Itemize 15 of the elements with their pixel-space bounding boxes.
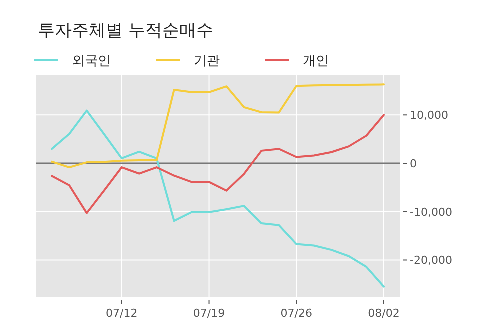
x-tick-label: 07/12 bbox=[106, 307, 138, 320]
legend-label: 외국인 bbox=[72, 54, 111, 69]
line-series bbox=[51, 110, 385, 288]
legend-label: 기관 bbox=[194, 54, 220, 69]
y-tick-label: 0 bbox=[410, 158, 417, 171]
x-tick-label: 07/26 bbox=[280, 307, 312, 320]
x-tick-label: 08/02 bbox=[368, 307, 400, 320]
chart-title: 투자주체별 누적순매수 bbox=[38, 21, 214, 41]
line-series bbox=[51, 114, 385, 214]
y-tick-label: -10,000 bbox=[410, 206, 452, 219]
y-tick-label: 10,000 bbox=[410, 109, 448, 122]
legend-label: 개인 bbox=[303, 54, 329, 69]
y-tick-label: -20,000 bbox=[410, 254, 452, 268]
x-tick-label: 07/19 bbox=[193, 307, 226, 320]
line-series bbox=[51, 84, 385, 169]
